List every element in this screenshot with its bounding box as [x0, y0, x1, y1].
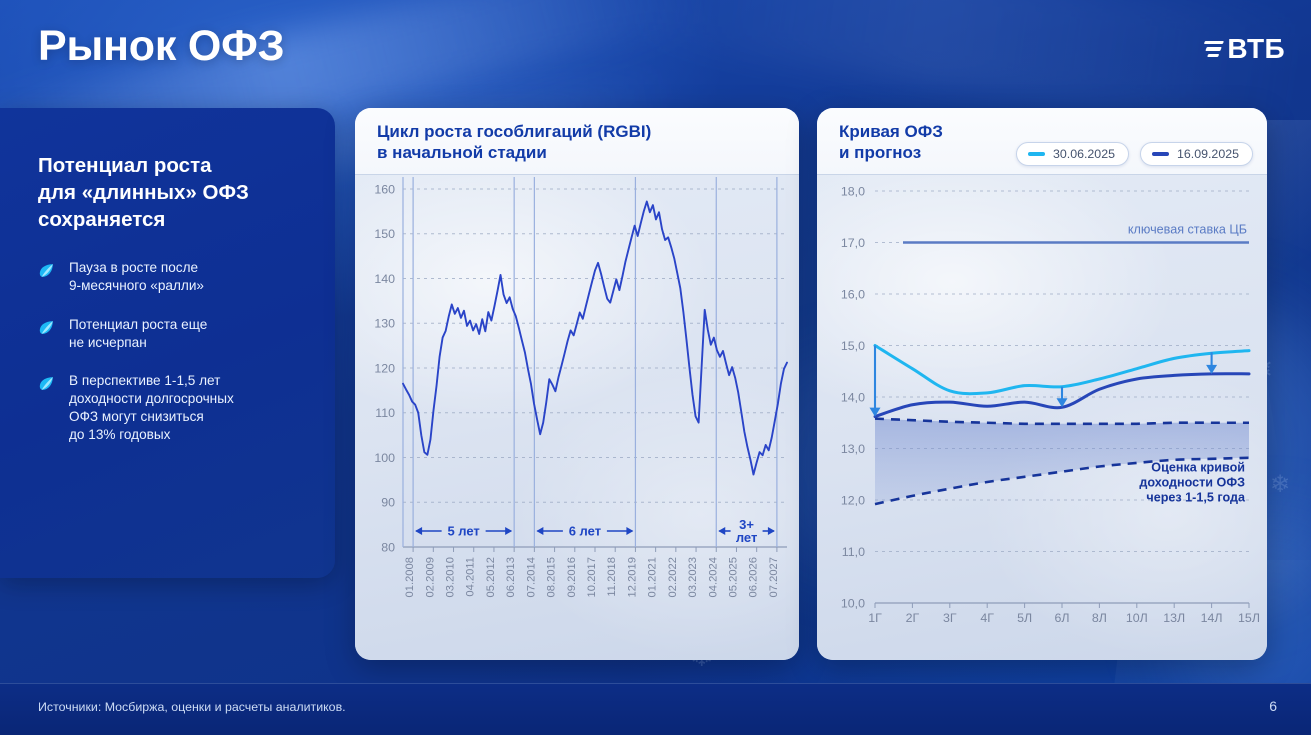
svg-text:90: 90 — [381, 496, 395, 510]
legend-label: 16.09.2025 — [1176, 147, 1239, 161]
svg-text:06.2026: 06.2026 — [748, 557, 760, 597]
svg-text:10.2017: 10.2017 — [586, 557, 598, 597]
footer-source-text: Источники: Мосбиржа, оценки и расчеты ан… — [38, 700, 346, 714]
chart-card-header: Цикл роста гособлигаций (RGBI) в начальн… — [355, 108, 799, 175]
svg-text:лет: лет — [736, 530, 758, 545]
list-item-label: В перспективе 1-1,5 лет доходности долго… — [69, 373, 234, 442]
leaf-icon — [39, 264, 53, 278]
legend-swatch — [1151, 152, 1169, 156]
vtb-bars-icon — [1199, 40, 1225, 58]
chart-plot-area: 10,0 11,0 12,0 13,0 14,0 15,0 16,0 17,0 18,0 ключ… — [817, 175, 1267, 660]
list-item-label: Потенциал роста еще не исчерпан — [69, 316, 208, 350]
svg-text:12.2019: 12.2019 — [626, 557, 638, 597]
svg-text:12,0: 12,0 — [841, 493, 865, 507]
legend-label: 30.06.2025 — [1052, 147, 1115, 161]
ofz-curve-chart: 10,0 11,0 12,0 13,0 14,0 15,0 16,0 17,0 18,0 ключ… — [841, 184, 1260, 625]
svg-text:3+: 3+ — [739, 517, 754, 532]
page-number: 6 — [1269, 698, 1277, 714]
svg-text:01.2021: 01.2021 — [647, 557, 659, 597]
svg-text:02.2009: 02.2009 — [424, 557, 436, 597]
legend-item-0[interactable]: 30.06.2025 — [1015, 142, 1129, 166]
svg-text:3Г: 3Г — [943, 611, 957, 625]
list-item-label: Пауза в росте после 9-месячного «ралли» — [69, 260, 204, 293]
svg-text:05.2012: 05.2012 — [485, 557, 497, 597]
svg-text:120: 120 — [374, 361, 395, 375]
chart-title: Кривая ОФЗ и прогноз — [839, 122, 943, 163]
list-item: Потенциал роста еще не исчерпан — [38, 316, 309, 352]
svg-text:через 1-1,5 года: через 1-1,5 года — [1146, 491, 1246, 505]
svg-text:150: 150 — [374, 227, 395, 241]
svg-text:11,0: 11,0 — [842, 545, 865, 559]
page-title: Рынок ОФЗ — [38, 22, 285, 70]
leaf-icon — [39, 377, 53, 391]
svg-text:13Л: 13Л — [1163, 611, 1185, 625]
svg-text:80: 80 — [381, 540, 395, 554]
list-item: Пауза в росте после 9-месячного «ралли» — [38, 259, 309, 295]
sidebar-panel: Потенциал роста для «длинных» ОФЗ сохран… — [0, 108, 335, 578]
vtb-logo: ВТБ — [1202, 33, 1285, 65]
chart-card-header: Кривая ОФЗ и прогноз 30.06.2025 16.09.20… — [817, 108, 1267, 175]
svg-text:07.2014: 07.2014 — [525, 557, 537, 597]
svg-text:09.2016: 09.2016 — [566, 557, 578, 597]
svg-text:02.2022: 02.2022 — [667, 557, 679, 597]
sidebar-bullet-list: Пауза в росте после 9-месячного «ралли» … — [38, 259, 309, 443]
chart-legend: 30.06.2025 16.09.2025 — [1015, 142, 1253, 166]
svg-text:160: 160 — [374, 182, 395, 196]
sidebar-heading: Потенциал роста для «длинных» ОФЗ сохран… — [38, 154, 249, 232]
svg-text:15Л: 15Л — [1238, 611, 1260, 625]
svg-text:13,0: 13,0 — [841, 442, 865, 456]
svg-text:14Л: 14Л — [1201, 611, 1223, 625]
svg-text:6 лет: 6 лет — [569, 524, 601, 539]
svg-text:130: 130 — [374, 317, 395, 331]
legend-swatch — [1027, 152, 1045, 156]
svg-text:ключевая ставка ЦБ: ключевая ставка ЦБ — [1128, 223, 1247, 237]
vtb-wordmark: ВТБ — [1227, 33, 1285, 64]
svg-text:05.2025: 05.2025 — [727, 557, 739, 597]
svg-text:4Г: 4Г — [980, 611, 994, 625]
svg-text:110: 110 — [375, 406, 395, 420]
svg-text:01.2008: 01.2008 — [404, 557, 416, 597]
chart-card-rgbi: Цикл роста гособлигаций (RGBI) в начальн… — [355, 108, 799, 660]
svg-text:03.2010: 03.2010 — [445, 557, 457, 597]
svg-text:8Л: 8Л — [1092, 611, 1107, 625]
svg-text:04.2011: 04.2011 — [465, 557, 477, 597]
svg-text:1Г: 1Г — [868, 611, 882, 625]
svg-text:03.2023: 03.2023 — [687, 557, 699, 597]
svg-text:доходности ОФЗ: доходности ОФЗ — [1139, 476, 1245, 490]
chart-card-ofz-curve: Кривая ОФЗ и прогноз 30.06.2025 16.09.20… — [817, 108, 1267, 660]
svg-text:06.2013: 06.2013 — [505, 557, 517, 597]
svg-text:15,0: 15,0 — [841, 339, 865, 353]
svg-text:10,0: 10,0 — [841, 596, 865, 610]
svg-text:14,0: 14,0 — [841, 390, 865, 404]
svg-text:07.2027: 07.2027 — [768, 557, 780, 597]
chart-plot-area: 80 90 100 110 120 130 140 150 160 01.2008 02.2009 0… — [355, 175, 799, 660]
svg-text:5Л: 5Л — [1017, 611, 1032, 625]
svg-text:Оценка кривой: Оценка кривой — [1151, 461, 1245, 475]
svg-text:04.2024: 04.2024 — [707, 557, 719, 597]
svg-text:16,0: 16,0 — [841, 287, 865, 301]
svg-text:17,0: 17,0 — [841, 236, 865, 250]
footer-bar: Источники: Мосбиржа, оценки и расчеты ан… — [0, 683, 1311, 735]
legend-item-1[interactable]: 16.09.2025 — [1139, 142, 1253, 166]
svg-text:140: 140 — [374, 272, 395, 286]
svg-text:18,0: 18,0 — [841, 184, 865, 198]
list-item: В перспективе 1-1,5 лет доходности долго… — [38, 372, 309, 443]
leaf-icon — [39, 320, 53, 334]
chart-title: Цикл роста гособлигаций (RGBI) в начальн… — [377, 122, 652, 163]
svg-text:11.2018: 11.2018 — [606, 557, 618, 597]
svg-text:10Л: 10Л — [1126, 611, 1148, 625]
svg-text:08.2015: 08.2015 — [546, 557, 558, 597]
svg-text:2Г: 2Г — [906, 611, 920, 625]
svg-text:100: 100 — [374, 451, 395, 465]
svg-text:5 лет: 5 лет — [447, 524, 479, 539]
svg-text:6Л: 6Л — [1054, 611, 1069, 625]
rgbi-line-chart: 80 90 100 110 120 130 140 150 160 01.2008 02.2009 0… — [374, 177, 788, 597]
